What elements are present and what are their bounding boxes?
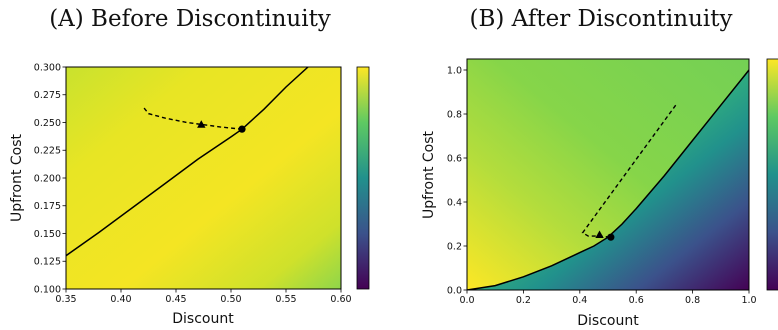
panel-b-dashed-curve [581,104,677,238]
panel-b-y-label: Upfront Cost [421,130,437,219]
y-tick-label: 0.0 [447,285,462,296]
panel-b-circle-marker [607,233,615,241]
y-tick-label: 0.250 [34,118,61,129]
panel-a-colorbar [356,66,370,290]
x-tick-label: 0.6 [629,295,644,306]
y-tick-label: 0.125 [34,257,61,268]
y-tick-label: 0.2 [447,241,462,252]
panel-a-x-ticks: 0.35 0.40 0.45 0.50 0.55 0.60 [55,289,352,305]
panel-b-y-ticks: 0.0 0.2 0.4 0.6 0.8 1.0 [447,65,467,296]
panel-b: (B) After Discontinuity 0.0 0.2 0.4 0.6 0.8 1… [421,6,778,329]
panel-b-colorbar [766,58,778,291]
x-tick-label: 0.2 [516,295,531,306]
y-tick-label: 0.300 [34,62,61,73]
x-tick-label: 0.45 [165,294,186,305]
panel-b-triangle-marker [595,230,604,238]
panel-a-x-label: Discount [172,311,234,327]
panel-b-x-ticks: 0.0 0.2 0.4 0.6 0.8 1.0 [459,290,757,306]
y-tick-label: 0.4 [447,197,462,208]
panel-a-solid-curve [66,67,309,257]
x-tick-label: 0.4 [572,295,587,306]
panel-b-frame [466,58,750,291]
y-tick-label: 0.275 [34,90,61,101]
panel-a-heatmap [66,67,341,289]
panel-a-y-label: Upfront Cost [9,133,25,222]
x-tick-label: 0.50 [220,294,241,305]
panel-a-title: (A) Before Discontinuity [49,6,331,32]
panel-b-title: (B) After Discontinuity [470,6,733,32]
panel-b-heatmap [467,59,749,290]
y-tick-label: 0.8 [447,109,462,120]
panel-a-circle-marker [238,125,246,133]
y-tick-label: 0.200 [34,173,61,184]
y-tick-label: 0.100 [34,284,61,295]
panel-a: (A) Before Discontinuity 0.35 0.40 0.45 0.5… [9,6,370,327]
panel-a-y-ticks: 0.100 0.125 0.150 0.175 0.200 0.225 0.250 0.275… [34,62,66,295]
panel-a-triangle-marker [197,120,206,128]
x-tick-label: 0.0 [459,295,474,306]
panel-a-dashed-curve [143,107,243,130]
x-tick-label: 0.35 [55,294,76,305]
y-tick-label: 0.6 [447,153,462,164]
x-tick-label: 0.60 [330,294,351,305]
panel-b-x-label: Discount [577,313,639,329]
y-tick-label: 0.225 [34,146,61,157]
y-tick-label: 1.0 [447,65,462,76]
x-tick-label: 1.0 [741,295,756,306]
x-tick-label: 0.40 [110,294,131,305]
y-tick-label: 0.150 [34,229,61,240]
x-tick-label: 0.8 [685,295,700,306]
x-tick-label: 0.55 [275,294,296,305]
y-tick-label: 0.175 [34,201,61,212]
